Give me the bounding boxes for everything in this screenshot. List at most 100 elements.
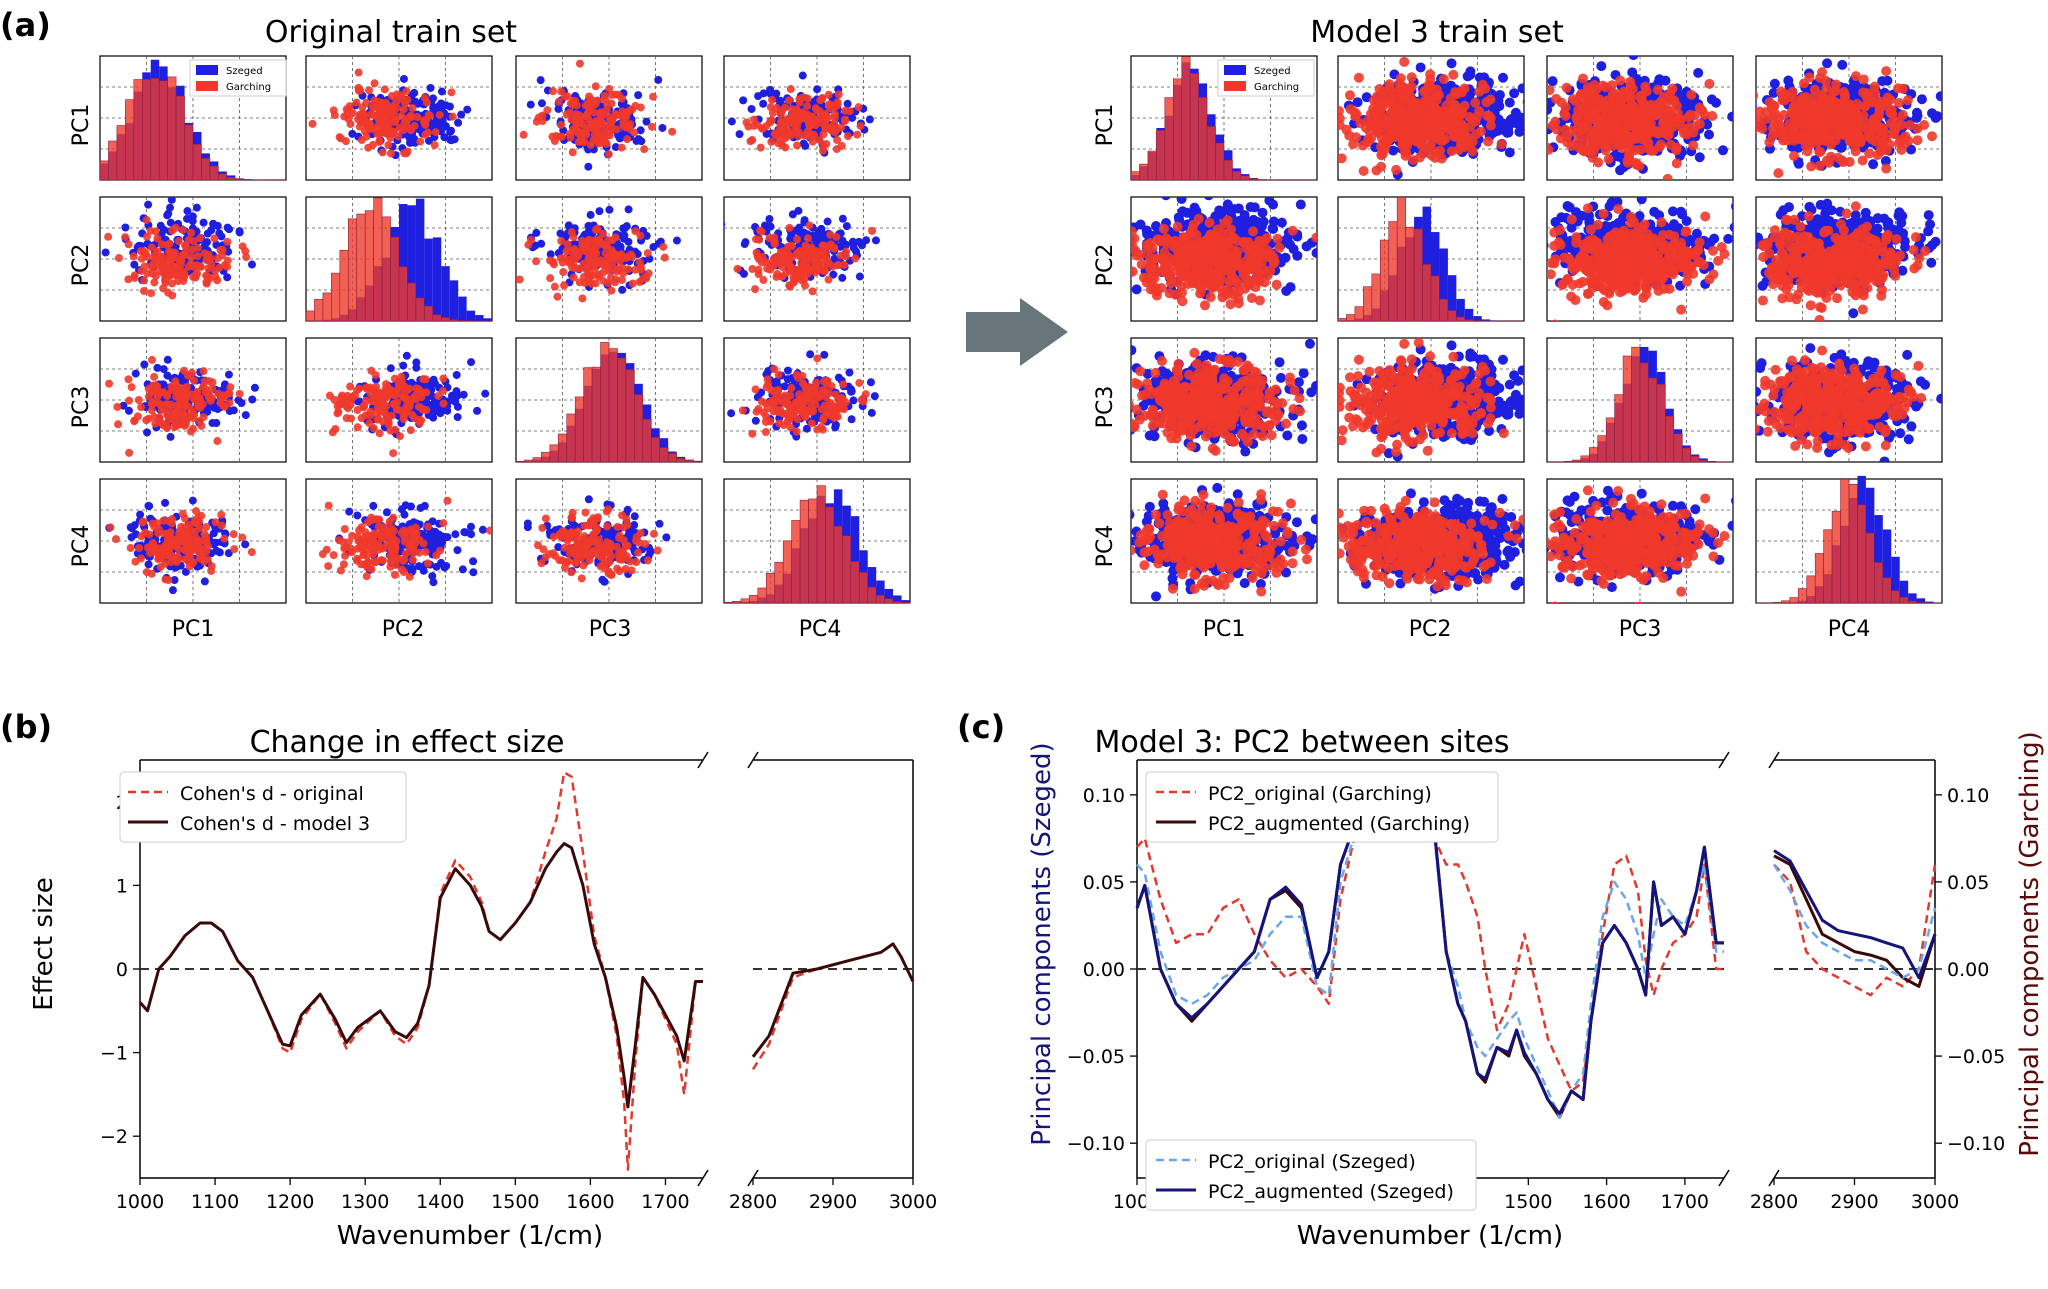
point-garching (581, 508, 590, 517)
hist-bar-garching (1147, 150, 1157, 181)
point-garching (537, 559, 546, 568)
point-garching (738, 406, 747, 415)
point-garching (235, 389, 244, 398)
point-garching (406, 540, 415, 549)
point-garching (339, 560, 348, 569)
point-garching (153, 382, 162, 391)
matrix-cell-r4-c1 (99, 478, 287, 604)
point-garching (150, 372, 159, 381)
point-szeged (766, 85, 775, 94)
point-garching (786, 405, 795, 414)
point-garching (370, 96, 379, 105)
hist-bar-garching (617, 357, 627, 463)
hist-bar-garching (1215, 142, 1225, 181)
point-garching (559, 268, 568, 277)
point-garching (579, 561, 588, 570)
point-szeged (443, 533, 452, 542)
point-szeged (473, 406, 482, 415)
point-garching (857, 395, 866, 404)
point-garching (785, 223, 794, 232)
point-garching (402, 549, 411, 558)
point-szeged (494, 381, 502, 389)
point-garching (1422, 109, 1433, 120)
point-garching (181, 555, 190, 564)
point-garching (754, 270, 763, 279)
point-garching (378, 398, 387, 407)
point-garching (613, 522, 622, 531)
point-garching (156, 400, 165, 409)
point-szeged (452, 370, 461, 379)
hist-bar-garching (842, 535, 852, 604)
matrix-cell-r2-c4 (723, 196, 911, 322)
point-szeged (724, 221, 726, 228)
point-garching (626, 105, 635, 114)
point-szeged (427, 121, 436, 130)
point-garching (556, 132, 565, 141)
point-szeged (440, 563, 449, 572)
point-szeged (203, 229, 212, 238)
point-szeged (130, 260, 139, 269)
scatter-points (724, 206, 880, 296)
point-szeged (183, 207, 192, 216)
point-garching (137, 254, 146, 263)
point-garching (624, 252, 633, 261)
point-szeged (170, 576, 179, 585)
point-garching (408, 533, 417, 542)
point-szeged (188, 212, 197, 221)
point-garching (538, 111, 547, 120)
point-garching (830, 413, 839, 422)
point-garching (836, 251, 845, 260)
hist-bar-szeged (399, 204, 408, 321)
point-garching (604, 150, 613, 159)
point-szeged (446, 128, 455, 137)
point-szeged (605, 205, 614, 214)
point-szeged (739, 96, 748, 105)
point-garching (357, 560, 366, 569)
point-szeged (1503, 127, 1514, 138)
point-garching (226, 383, 235, 392)
hist-bar-garching (799, 499, 809, 604)
point-garching (154, 554, 163, 563)
point-garching (824, 258, 833, 267)
point-garching (1371, 165, 1382, 176)
point-garching (341, 551, 350, 560)
matrix-cell-r3-c3 (515, 337, 703, 463)
point-garching (826, 240, 835, 249)
point-garching (820, 267, 829, 276)
point-szeged (1465, 66, 1476, 77)
point-garching (560, 543, 569, 552)
point-szeged (127, 533, 136, 542)
point-garching (204, 393, 213, 402)
point-szeged (1504, 97, 1515, 108)
point-garching (357, 136, 366, 145)
point-garching (819, 416, 828, 425)
point-garching (634, 548, 643, 557)
point-garching (436, 546, 445, 555)
hist-bar-szeged (901, 600, 910, 603)
point-garching (590, 130, 599, 139)
point-garching (143, 543, 152, 552)
point-garching (567, 115, 576, 124)
point-garching (395, 432, 404, 441)
hist-bar-garching (356, 213, 366, 322)
point-garching (649, 529, 658, 538)
point-szeged (168, 586, 177, 595)
point-garching (605, 84, 614, 93)
point-garching (816, 114, 825, 123)
hist-bar-garching (1172, 78, 1183, 181)
hist-bar-garching (1206, 126, 1216, 181)
point-garching (623, 135, 632, 144)
point-garching (368, 124, 377, 133)
hist-bar-szeged (458, 296, 467, 321)
point-szeged (159, 365, 168, 374)
point-garching (179, 384, 188, 393)
point-garching (144, 414, 153, 423)
point-garching (384, 116, 393, 125)
point-garching (574, 542, 583, 551)
point-garching (793, 235, 802, 244)
point-szeged (634, 135, 643, 144)
point-garching (580, 532, 589, 541)
point-garching (812, 254, 821, 263)
point-garching (829, 405, 838, 414)
point-szeged (727, 409, 736, 418)
